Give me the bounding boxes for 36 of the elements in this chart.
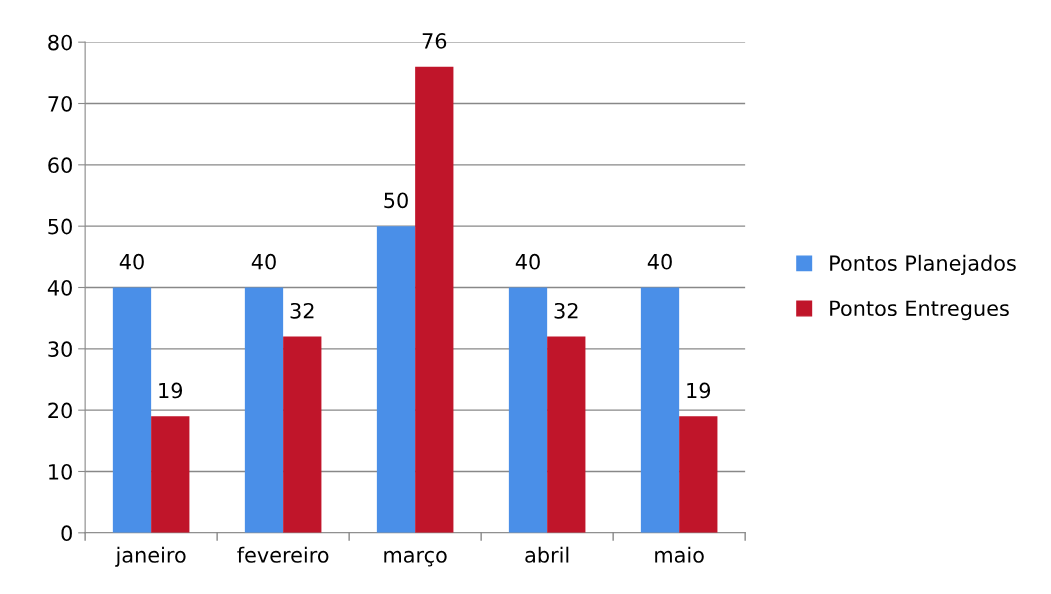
bar [283,336,322,533]
data-label: 40 [647,253,672,270]
x-tick-label: abril [525,546,569,563]
bar [151,416,190,533]
bar [376,226,416,533]
x-tick-label: janeiro [115,546,186,567]
bar [244,287,284,533]
bar [547,336,586,533]
bar [112,287,152,533]
bar [415,66,454,533]
y-tick-label: 0 [61,525,72,542]
data-label: 19 [159,382,183,399]
bar [640,287,680,533]
data-label: 50 [384,192,408,209]
data-label: 76 [422,33,447,49]
y-tick-label: 60 [48,157,72,174]
y-tick-label: 40 [47,279,72,296]
y-tick-label: 10 [49,463,72,480]
x-tick-label: março [384,550,447,567]
y-tick-label: 30 [48,341,72,358]
y-tick-label: 70 [48,95,72,112]
data-label: 32 [290,302,314,319]
y-tick-label: 20 [48,402,72,419]
data-label: 40 [119,253,144,270]
bar [508,287,548,533]
data-label: 40 [251,253,276,270]
x-tick-label: fevereiro [237,546,329,563]
data-label: 19 [687,382,711,399]
legend-label: Pontos Entregues [830,300,1009,321]
legend-label: Pontos Planejados [830,254,1016,275]
data-label: 40 [515,253,540,270]
bar [679,416,718,533]
y-tick-label: 50 [48,218,72,235]
data-label: 32 [554,302,578,319]
y-tick-label: 80 [48,34,72,51]
x-tick-label: maio [655,546,704,563]
